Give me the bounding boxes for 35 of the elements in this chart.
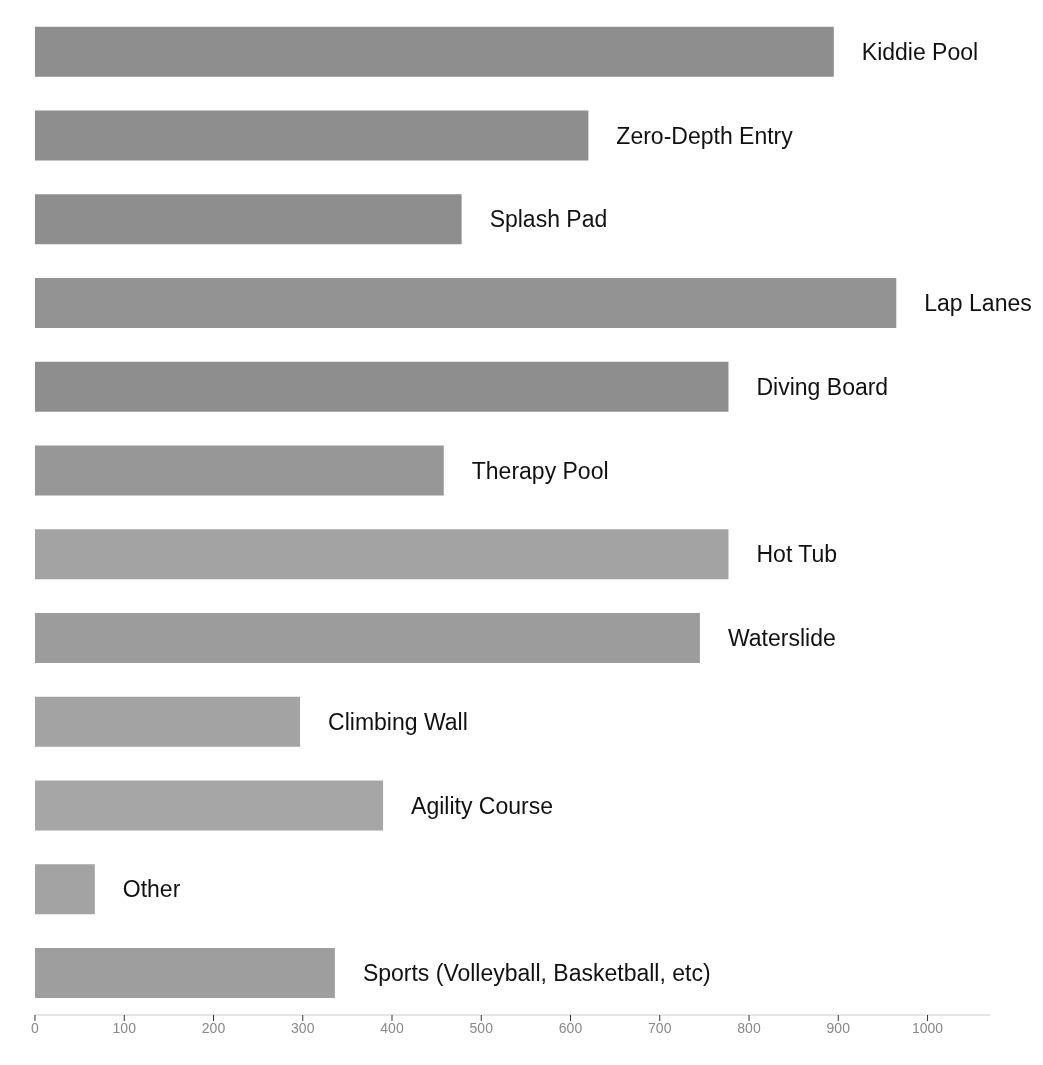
x-tick-label: 100 [112,1019,137,1036]
x-tick-label: 0 [31,1019,40,1036]
bar [35,948,335,998]
y-tick-label: Therapy Pool [471,457,609,484]
y-tick-label: Hot Tub [756,541,838,568]
bar [35,445,444,496]
x-tick-label: 1000 [911,1019,944,1036]
y-tick-label: Sports (Volleyball, Basketball, etc) [362,960,711,987]
bar [35,613,700,663]
y-tick-label: Other [122,876,181,903]
x-tick-label: 700 [648,1019,672,1036]
y-tick-label: Kiddie Pool [861,38,979,65]
bar [35,26,834,77]
x-tick-label: 900 [826,1019,851,1036]
y-tick-label: Zero-Depth Entry [616,122,794,149]
bar [35,361,729,412]
y-tick-label: Climbing Wall [328,708,468,735]
x-tick-label: 800 [737,1019,761,1036]
x-tick-label: 500 [469,1019,494,1036]
bar [35,780,384,831]
x-tick-label: 200 [201,1019,226,1036]
bar [35,110,589,161]
y-tick-label: Splash Pad [489,206,608,233]
x-tick-label: 300 [291,1019,315,1036]
bar [35,696,301,747]
y-tick-label: Lap Lanes [924,290,1032,317]
x-tick-label: 400 [380,1019,404,1036]
bar [35,529,729,580]
bar [35,864,95,915]
bar [35,278,897,328]
bar [35,194,462,245]
y-tick-label: Diving Board [756,373,889,400]
y-tick-label: Agility Course [411,792,553,819]
y-tick-label: Waterslide [727,625,836,652]
x-tick-label: 600 [558,1019,583,1036]
